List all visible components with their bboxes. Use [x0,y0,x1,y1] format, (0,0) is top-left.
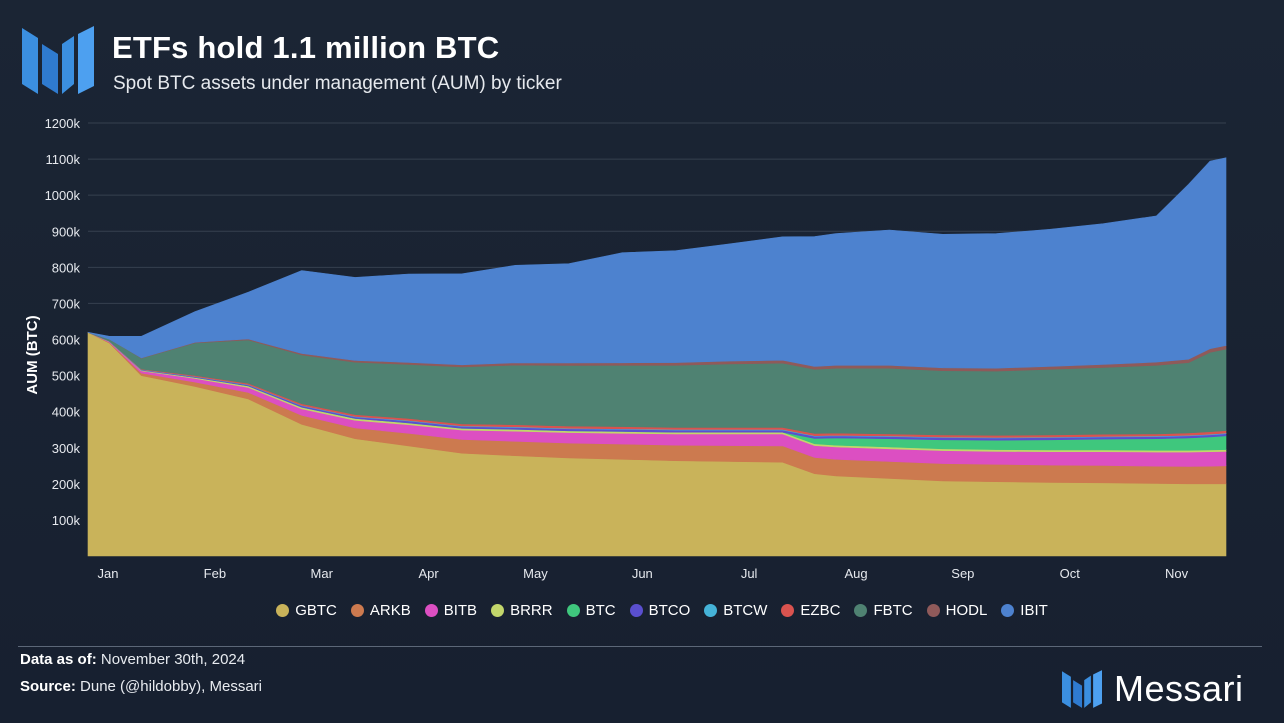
y-tick-label: 500k [52,369,81,384]
legend-swatch [1001,604,1015,617]
chart-title: ETFs hold 1.1 million BTC [112,30,500,65]
chart-subtitle: Spot BTC assets under management (AUM) b… [113,73,562,94]
x-tick-label: Feb [204,566,226,581]
legend-item-arkb: ARKB [350,602,411,619]
x-tick-label: Oct [1060,566,1081,581]
x-tick-label: May [523,566,548,581]
source-value: Dune (@hildobby), Messari [80,678,262,695]
stacked-area-chart: 100k 200k 300k 400k 500k 600k 700k 800k 900k 1000… [24,116,1227,581]
legend-swatch [566,604,580,617]
y-tick-label: 800k [52,260,81,275]
legend-label: BTCW [723,602,768,619]
legend-item-gbtc: GBTC [276,602,337,619]
source-line: Source: Dune (@hildobby), Messari [20,678,262,695]
axes: 100k 200k 300k 400k 500k 600k 700k 800k 900k 1000… [45,116,1189,581]
footer-divider [18,646,1262,647]
y-axis-label: AUM (BTC) [24,315,41,394]
data-as-of-label: Data as of: [20,651,97,668]
chart-legend: GBTC ARKB BITB BRRR BTC BTCO BTCW EZBC FBTC HODL I… [0,602,1284,619]
messari-brand-icon [1062,670,1102,708]
legend-swatch [350,604,364,617]
x-tick-label: Apr [418,566,439,581]
legend-label: BTCO [648,602,691,619]
y-tick-label: 700k [52,296,81,311]
legend-label: GBTC [295,602,337,619]
y-tick-label: 600k [52,333,81,348]
legend-swatch [491,604,505,617]
legend-label: IBIT [1020,602,1048,619]
legend-swatch [276,604,290,617]
legend-label: BITB [443,602,478,619]
x-tick-label: Jun [632,566,653,581]
brand-name: Messari [1114,668,1244,709]
y-tick-label: 300k [52,441,81,456]
x-tick-label: Mar [311,566,334,581]
legend-label: EZBC [800,602,841,619]
legend-item-hodl: HODL [926,602,988,619]
series-areas [87,157,1227,557]
legend-item-btco: BTCO [629,602,691,619]
y-tick-label: 400k [52,405,81,420]
legend-label: ARKB [369,602,411,619]
legend-swatch [926,604,940,617]
legend-item-bitb: BITB [424,602,478,619]
y-tick-label: 200k [52,477,81,492]
area-ibit [87,157,1227,369]
x-tick-label: Jul [741,566,758,581]
y-tick-label: 1000k [45,188,81,203]
source-label: Source: [20,678,76,695]
data-as-of: Data as of: November 30th, 2024 [20,651,245,668]
legend-item-brrr: BRRR [491,602,553,619]
x-tick-label: Nov [1165,566,1189,581]
data-as-of-value: November 30th, 2024 [100,651,246,668]
legend-swatch [854,604,868,617]
legend-swatch [704,604,718,617]
x-tick-label: Jan [98,566,119,581]
x-tick-label: Aug [844,566,867,581]
legend-label: HODL [945,602,988,619]
y-tick-label: 100k [52,513,81,528]
legend-swatch [629,604,643,617]
legend-label: BRRR [510,602,553,619]
legend-swatch [781,604,795,617]
brand-lockup: Messari [1062,668,1244,710]
legend-item-ibit: IBIT [1001,602,1048,619]
y-tick-label: 1200k [45,116,81,131]
x-tick-label: Sep [951,566,974,581]
legend-item-fbtc: FBTC [854,602,913,619]
messari-logo-icon [22,26,94,94]
legend-label: FBTC [873,602,913,619]
legend-item-btcw: BTCW [704,602,767,619]
y-tick-label: 1100k [46,152,81,167]
y-tick-label: 900k [52,224,81,239]
legend-item-ezbc: EZBC [781,602,840,619]
legend-item-btc: BTC [566,602,616,619]
legend-label: BTC [585,602,616,619]
legend-swatch [424,604,438,617]
